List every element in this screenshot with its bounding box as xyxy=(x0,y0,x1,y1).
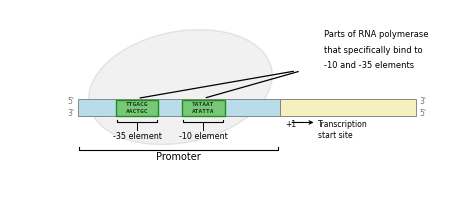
Bar xyxy=(116,100,158,116)
Ellipse shape xyxy=(89,30,272,145)
Text: Promoter: Promoter xyxy=(156,152,201,162)
Text: -10 element: -10 element xyxy=(179,132,228,141)
Text: that specifically bind to: that specifically bind to xyxy=(324,46,422,55)
Text: +1: +1 xyxy=(285,120,296,129)
Text: Parts of RNA polymerase: Parts of RNA polymerase xyxy=(324,30,428,39)
Bar xyxy=(182,100,225,116)
Text: -10 and -35 elements: -10 and -35 elements xyxy=(324,61,414,70)
Text: 3': 3' xyxy=(67,109,74,118)
Text: AACTGC: AACTGC xyxy=(126,109,148,114)
Text: 5': 5' xyxy=(419,109,426,118)
Bar xyxy=(78,99,280,116)
Text: ATATTA: ATATTA xyxy=(192,109,215,114)
Text: TTGACG: TTGACG xyxy=(126,102,148,107)
Text: Transcription
start site: Transcription start site xyxy=(318,120,368,140)
Text: -35 element: -35 element xyxy=(113,132,162,141)
Text: TATAAT: TATAAT xyxy=(192,102,215,107)
Bar xyxy=(280,99,416,116)
Text: 3': 3' xyxy=(419,97,426,106)
Text: 5': 5' xyxy=(67,97,74,106)
